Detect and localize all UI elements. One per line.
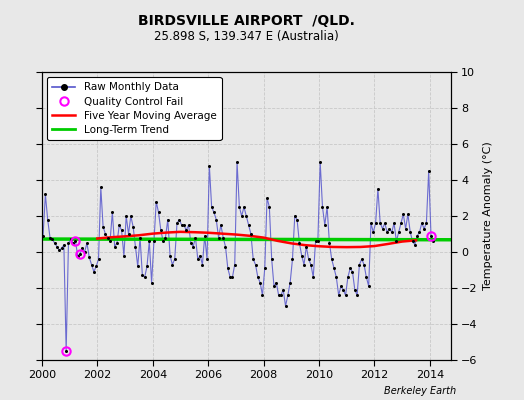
Y-axis label: Temperature Anomaly (°C): Temperature Anomaly (°C): [483, 142, 493, 290]
Text: Berkeley Earth: Berkeley Earth: [384, 386, 456, 396]
Legend: Raw Monthly Data, Quality Control Fail, Five Year Moving Average, Long-Term Tren: Raw Monthly Data, Quality Control Fail, …: [47, 77, 222, 140]
Text: 25.898 S, 139.347 E (Australia): 25.898 S, 139.347 E (Australia): [154, 30, 339, 43]
Text: BIRDSVILLE AIRPORT  /QLD.: BIRDSVILLE AIRPORT /QLD.: [138, 14, 355, 28]
